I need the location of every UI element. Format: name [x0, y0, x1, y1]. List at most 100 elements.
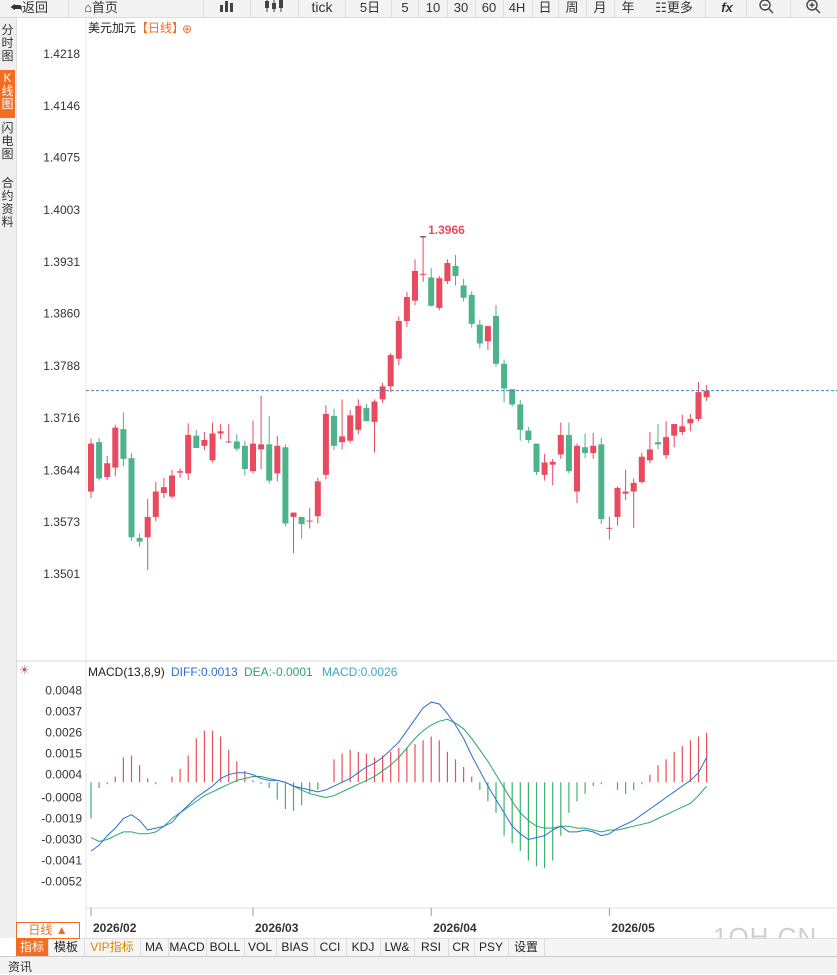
candle[interactable] [444, 259, 451, 284]
news-tab[interactable]: 资讯 [8, 960, 33, 974]
indicator-tab-6[interactable]: BOLL [206, 939, 245, 956]
candle[interactable] [104, 455, 111, 480]
kline-chart[interactable]: 美元加元 【日线】 ⊕ 1.4218 1.4146 1.4075 1.4003 1.39… [0, 18, 837, 938]
candle[interactable] [363, 403, 370, 422]
candle[interactable] [217, 424, 224, 440]
indicator-settings-icon[interactable]: ☀ [19, 663, 30, 677]
candle[interactable] [314, 477, 321, 524]
candle[interactable] [452, 254, 459, 286]
candle[interactable] [695, 381, 702, 422]
period-button-0[interactable]: tick [311, 0, 333, 15]
indicator-tab-7[interactable]: VOL [244, 939, 277, 956]
candle[interactable] [347, 410, 354, 443]
candle[interactable] [225, 424, 232, 443]
candle[interactable] [687, 413, 694, 432]
candle[interactable] [622, 469, 629, 501]
period-button-8[interactable]: 周 [565, 0, 579, 15]
candle[interactable] [193, 429, 200, 448]
candle[interactable] [306, 508, 313, 529]
candle[interactable] [241, 440, 248, 476]
candle[interactable] [371, 399, 378, 453]
candle[interactable] [201, 432, 208, 451]
candle[interactable] [290, 512, 297, 554]
candle[interactable] [144, 498, 151, 570]
candle[interactable] [177, 468, 184, 478]
indicator-tab-4[interactable]: MA [140, 939, 169, 956]
home-button[interactable]: ⌂首页 [84, 0, 118, 15]
candle[interactable] [468, 291, 475, 328]
candle[interactable] [565, 422, 572, 474]
candle[interactable] [128, 453, 135, 541]
candle[interactable] [403, 291, 410, 327]
candle[interactable] [428, 268, 435, 307]
candle[interactable] [282, 444, 289, 527]
candle[interactable] [412, 259, 418, 306]
indicator-tab-8[interactable]: BIAS [276, 939, 315, 956]
candle[interactable] [533, 443, 540, 475]
indicator-tab-10[interactable]: KDJ [346, 939, 381, 956]
candle[interactable] [379, 382, 386, 403]
candle[interactable] [679, 414, 686, 435]
indicator-tab-5[interactable]: MACD [168, 939, 207, 956]
candle[interactable] [638, 453, 645, 484]
candle[interactable] [339, 399, 346, 450]
candle[interactable] [598, 437, 605, 525]
formula-button[interactable]: fx [712, 0, 742, 17]
candle[interactable] [557, 422, 564, 459]
more-button[interactable]: ☷更多 [655, 0, 693, 15]
period-button-3[interactable]: 10 [425, 0, 441, 15]
candle[interactable] [460, 278, 467, 302]
candle[interactable] [387, 352, 394, 393]
candle[interactable] [574, 443, 580, 504]
candle[interactable] [250, 420, 256, 474]
candle[interactable] [355, 399, 362, 435]
candle[interactable] [420, 236, 427, 282]
candle[interactable] [663, 421, 670, 459]
candle[interactable] [590, 432, 597, 459]
candle[interactable] [88, 438, 94, 499]
period-button-10[interactable]: 年 [621, 0, 635, 15]
candle[interactable] [549, 458, 556, 485]
candle[interactable] [112, 424, 119, 477]
candle[interactable] [160, 477, 167, 499]
candle[interactable] [671, 424, 678, 448]
period-button-1[interactable]: 5日 [359, 0, 381, 15]
indicator-tab-1[interactable]: 指标 [16, 939, 49, 956]
candle[interactable] [646, 432, 653, 464]
candle[interactable] [169, 469, 175, 499]
candle[interactable] [185, 423, 192, 480]
zoom-out-button[interactable] [753, 0, 779, 17]
period-button-9[interactable]: 月 [593, 0, 607, 15]
candle[interactable] [606, 516, 613, 540]
indicator-tab-15[interactable]: 设置 [508, 939, 545, 956]
candle[interactable] [525, 426, 532, 443]
indicator-tab-2[interactable]: 模板 [48, 939, 85, 956]
indicator-tab-14[interactable]: PSY [474, 939, 509, 956]
candle[interactable] [703, 384, 710, 401]
candle[interactable] [517, 400, 524, 441]
candle[interactable] [331, 408, 337, 451]
indicator-tab-9[interactable]: CCI [314, 939, 347, 956]
candle[interactable] [233, 434, 240, 451]
candle[interactable] [501, 359, 508, 403]
candle[interactable] [509, 389, 516, 407]
indicator-tab-11[interactable]: LW& [380, 939, 415, 956]
period-button-5[interactable]: 60 [481, 0, 497, 15]
candle[interactable] [152, 482, 159, 522]
candle[interactable] [96, 437, 103, 481]
candlestick-chart-type-button[interactable] [210, 0, 244, 17]
period-button-4[interactable]: 30 [453, 0, 469, 15]
indicator-tab-0[interactable]: 日线 ▲ [16, 922, 80, 939]
candle[interactable] [493, 305, 499, 367]
indicator-tab-12[interactable]: RSI [414, 939, 449, 956]
candle[interactable] [484, 326, 491, 351]
indicator-tab-13[interactable]: CR [448, 939, 475, 956]
candle[interactable] [322, 405, 329, 480]
candle[interactable] [541, 453, 548, 481]
candle[interactable] [655, 424, 661, 450]
candle[interactable] [136, 533, 143, 547]
candle[interactable] [630, 478, 637, 528]
candle[interactable] [266, 416, 273, 484]
candle[interactable] [582, 433, 589, 459]
candle-style-button[interactable] [256, 0, 292, 17]
